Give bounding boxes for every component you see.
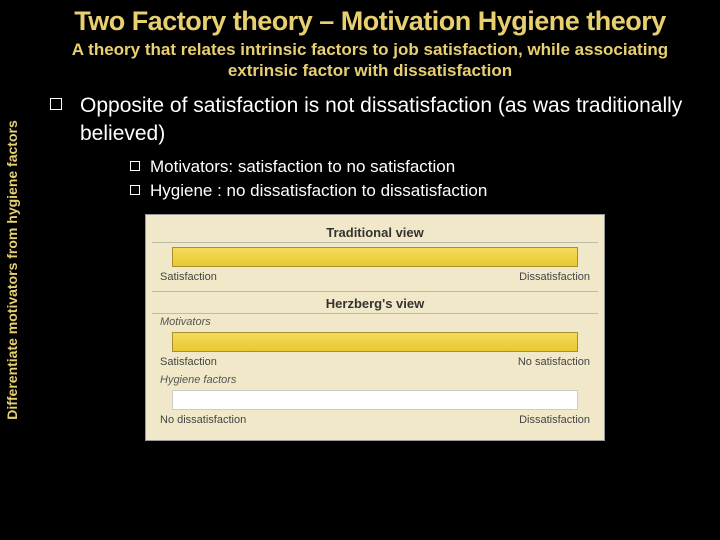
comparison-diagram: Traditional view Satisfaction Dissatisfa… [145,214,605,441]
herzberg-title: Herzberg's view [152,292,598,314]
main-bullet-text: Opposite of satisfaction is not dissatis… [80,92,700,149]
sub-bullet-list: Motivators: satisfaction to no satisfact… [50,156,700,202]
traditional-panel: Traditional view Satisfaction Dissatisfa… [152,221,598,287]
motivators-label: Motivators [152,314,598,328]
slide-title: Two Factory theory – Motivation Hygiene … [0,0,720,39]
hygiene-label: Hygiene factors [152,372,598,386]
bullet-marker-icon [130,161,140,171]
traditional-bar [172,247,578,267]
hygiene-left-label: No dissatisfaction [160,414,246,426]
content-area: Opposite of satisfaction is not dissatis… [0,92,720,442]
main-bullet: Opposite of satisfaction is not dissatis… [50,92,700,149]
sub-bullet: Hygiene : no dissatisfaction to dissatis… [130,180,700,202]
traditional-left-label: Satisfaction [160,271,217,283]
sub-bullet-text: Hygiene : no dissatisfaction to dissatis… [150,180,487,202]
motivators-left-label: Satisfaction [160,356,217,368]
sub-bullet-text: Motivators: satisfaction to no satisfact… [150,156,455,178]
traditional-title: Traditional view [152,221,598,243]
sub-bullet: Motivators: satisfaction to no satisfact… [130,156,700,178]
bullet-marker-icon [130,185,140,195]
sidebar-vertical-label: Differentiate motivators from hygiene fa… [4,30,20,510]
hygiene-right-label: Dissatisfaction [519,414,590,426]
bullet-marker-icon [50,98,62,110]
slide-subtitle: A theory that relates intrinsic factors … [0,39,720,92]
motivators-bar [172,332,578,352]
traditional-right-label: Dissatisfaction [519,271,590,283]
hygiene-bar [172,390,578,410]
herzberg-panel: Herzberg's view Motivators Satisfaction … [152,291,598,430]
motivators-right-label: No satisfaction [518,356,590,368]
